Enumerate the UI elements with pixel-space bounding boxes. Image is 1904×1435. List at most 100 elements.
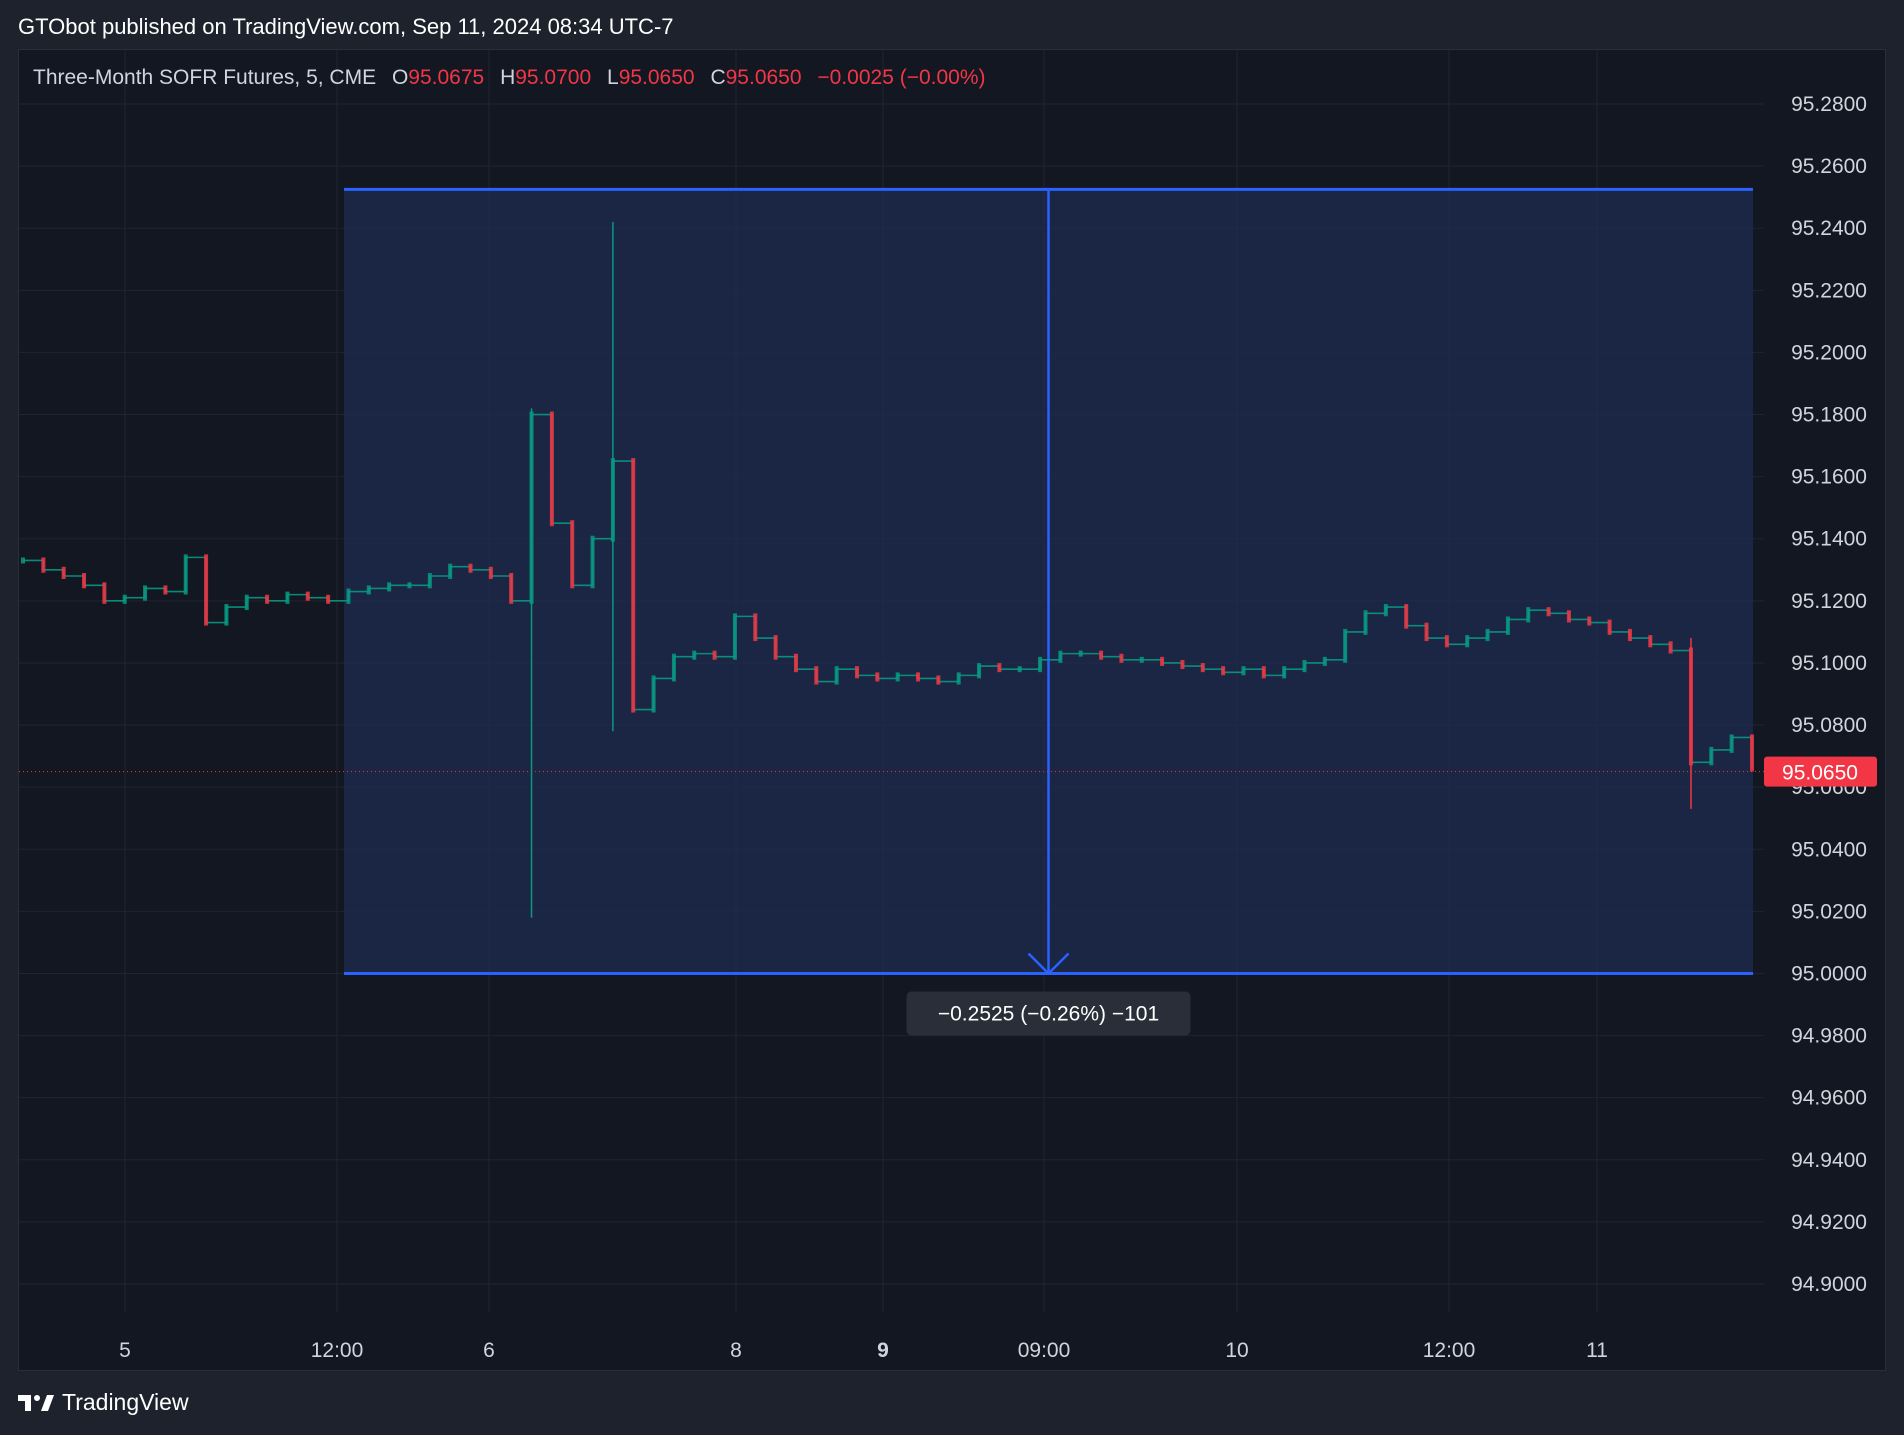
price-bar (61, 566, 66, 579)
tradingview-brand-text: TradingView (62, 1389, 189, 1415)
y-tick-label: 95.1600 (1791, 466, 1867, 489)
x-tick-label: 5 (119, 1339, 131, 1362)
price-bar (346, 588, 351, 604)
high-value: 95.0700 (515, 66, 592, 89)
price-bar (1424, 622, 1429, 642)
price-bar (875, 672, 880, 682)
price-bar (895, 672, 900, 682)
price-bar (448, 563, 453, 579)
current-price-tag-label: 95.0650 (1782, 762, 1858, 785)
price-bar (204, 554, 209, 626)
x-tick-label: 11 (1586, 1339, 1608, 1362)
price-bar (793, 653, 798, 673)
symbol-name[interactable]: Three-Month SOFR Futures, 5, CME (33, 66, 377, 89)
x-tick-label: 09:00 (1018, 1339, 1071, 1362)
x-tick-label: 8 (730, 1339, 742, 1362)
low-label: L (607, 66, 619, 89)
high-label: H (500, 66, 516, 89)
y-tick-label: 94.9000 (1791, 1273, 1867, 1296)
price-bar (82, 573, 87, 589)
price-bar (1119, 653, 1124, 663)
price-bar (1343, 628, 1348, 663)
y-tick-label: 95.1800 (1791, 404, 1867, 427)
price-bar (814, 666, 819, 685)
current-price-tag (1764, 756, 1877, 787)
price-bar (1526, 607, 1531, 623)
y-tick-label: 95.2800 (1791, 93, 1867, 116)
price-bar (590, 535, 595, 589)
chart-panel[interactable]: 95.2800 95.2600 95.2400 95.2200 95.2000 95.18… (18, 49, 1886, 1371)
price-bar (1241, 666, 1246, 676)
price-bar (1261, 666, 1266, 679)
x-tick-label: 12:00 (311, 1339, 364, 1362)
price-bar (285, 591, 290, 604)
price-bar (732, 613, 737, 660)
y-tick-label: 95.2000 (1791, 341, 1867, 364)
x-tick-label: 10 (1225, 1339, 1248, 1362)
price-bar (956, 672, 961, 685)
price-bar (631, 458, 636, 713)
price-bar (916, 672, 921, 682)
price-bar (1729, 734, 1734, 753)
x-tick-label: 12:00 (1423, 1339, 1476, 1362)
price-bar (1282, 666, 1287, 679)
price-bar (1444, 635, 1449, 648)
price-bar (773, 635, 778, 660)
price-bar (1709, 746, 1714, 766)
price-bar (1648, 635, 1653, 648)
price-bar (387, 582, 392, 592)
y-tick-label: 95.2600 (1791, 155, 1867, 178)
price-chart[interactable]: 95.2800 95.2600 95.2400 95.2200 95.2000 95.18… (19, 50, 1886, 1371)
publisher-header: GTObot published on TradingView.com, Sep… (18, 14, 674, 39)
price-bar (1404, 604, 1409, 629)
price-bar (1322, 656, 1327, 666)
price-bar (468, 563, 473, 573)
price-bar (1607, 619, 1612, 635)
price-bar (712, 650, 717, 660)
measure-arrow-head (1027, 952, 1070, 976)
price-bar (1302, 659, 1307, 673)
open-value: 95.0675 (408, 66, 485, 89)
price-bar (1180, 659, 1185, 670)
price-bar (1038, 656, 1043, 673)
price-bar (407, 582, 412, 589)
y-tick-label: 95.2400 (1791, 217, 1867, 240)
price-bar (1363, 610, 1368, 635)
price-bar (122, 594, 127, 604)
price-bar (326, 594, 331, 604)
price-bar (244, 594, 249, 611)
price-bar (1200, 663, 1205, 673)
change-value: −0.0025 (−0.00%) (817, 66, 986, 89)
price-bar (427, 573, 432, 589)
price-bar (936, 675, 941, 685)
open-label: O (391, 66, 409, 89)
tradingview-logo-icon (18, 1394, 54, 1411)
price-bar (1546, 607, 1551, 617)
measure-label-box (906, 991, 1191, 1036)
y-tick-label: 95.1400 (1791, 528, 1867, 551)
price-bar (977, 663, 982, 679)
price-bar (1750, 734, 1754, 772)
price-bar (224, 604, 229, 626)
price-bar (305, 591, 310, 601)
price-bar (1099, 650, 1104, 660)
symbol-legend[interactable]: Three-Month SOFR Futures, 5, CME O95.067… (33, 66, 986, 90)
price-bar (1566, 610, 1571, 623)
y-tick-label: 94.9800 (1791, 1025, 1867, 1048)
price-bar (1058, 650, 1063, 663)
y-tick-label: 95.0200 (1791, 900, 1867, 923)
tradingview-logo[interactable]: TradingView (18, 1389, 189, 1416)
price-bar (163, 585, 168, 595)
price-bar (549, 411, 554, 527)
price-bar (21, 557, 25, 564)
price-bar (753, 613, 758, 642)
price-bar (1383, 604, 1388, 617)
price-bar (183, 554, 188, 595)
price-bar (1505, 616, 1510, 635)
price-bar (1017, 666, 1022, 673)
price-bar (997, 663, 1002, 673)
close-label: C (710, 66, 726, 89)
y-tick-label: 94.9600 (1791, 1087, 1867, 1110)
y-tick-label: 95.0000 (1791, 962, 1867, 985)
price-bar (1668, 641, 1673, 654)
